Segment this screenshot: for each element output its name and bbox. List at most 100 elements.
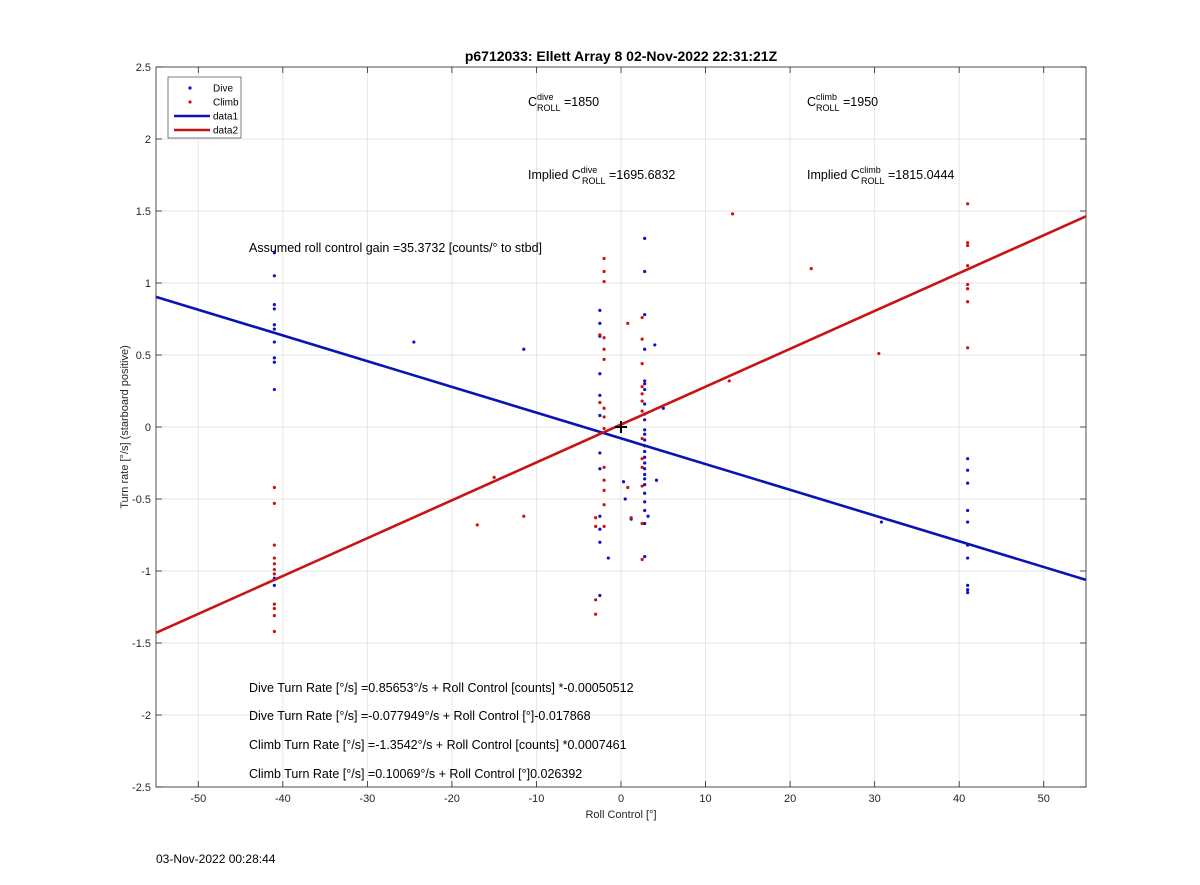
point-dive xyxy=(272,323,276,327)
point-dive xyxy=(643,387,647,392)
x-tick-label: -30 xyxy=(359,793,375,805)
point-climb xyxy=(966,202,970,206)
point-dive xyxy=(643,483,647,487)
point-climb xyxy=(640,409,644,413)
point-climb xyxy=(640,315,644,320)
point-dive xyxy=(272,387,276,392)
y-tick-label: -2 xyxy=(141,710,151,722)
point-climb xyxy=(594,524,598,528)
point-climb xyxy=(966,241,970,245)
point-climb xyxy=(272,501,276,505)
point-dive xyxy=(643,508,647,513)
legend-marker-dive xyxy=(188,86,192,90)
point-dive xyxy=(621,480,626,484)
point-climb xyxy=(602,415,606,419)
legend: Dive Climb data1 data2 xyxy=(167,76,242,139)
point-climb xyxy=(602,465,606,469)
x-tick-label: 20 xyxy=(784,793,796,805)
legend-marker-climb xyxy=(188,100,192,104)
origin-marker xyxy=(615,421,627,433)
point-climb xyxy=(522,514,526,518)
y-tick-label: -2.5 xyxy=(132,782,151,794)
annotation-fit-dive-degrees: Dive Turn Rate [°/s] =-0.077949°/s + Rol… xyxy=(249,709,591,723)
point-dive xyxy=(643,428,647,432)
x-tick-label: 50 xyxy=(1038,793,1050,805)
point-climb xyxy=(594,598,598,602)
point-climb xyxy=(272,572,276,576)
point-climb xyxy=(602,503,606,507)
point-dive xyxy=(643,379,647,383)
point-dive xyxy=(598,527,602,531)
point-climb xyxy=(966,287,970,291)
point-dive xyxy=(272,583,276,588)
y-tick-label: 0 xyxy=(145,422,151,434)
point-dive xyxy=(643,449,647,454)
point-dive xyxy=(272,307,276,311)
legend-label-dive: Dive xyxy=(213,84,233,95)
point-climb xyxy=(640,465,644,469)
point-dive xyxy=(606,556,610,560)
point-climb xyxy=(602,279,606,284)
point-climb xyxy=(966,346,970,350)
c-dive-base: C xyxy=(528,95,537,109)
point-climb xyxy=(272,606,276,611)
point-climb xyxy=(272,485,276,490)
c-dive-value: =1850 xyxy=(561,95,600,109)
point-dive xyxy=(598,593,602,598)
x-tick-label: 10 xyxy=(699,793,711,805)
point-dive xyxy=(661,406,665,410)
point-dive xyxy=(966,588,970,592)
point-climb xyxy=(602,488,606,492)
point-dive xyxy=(643,500,647,504)
point-climb xyxy=(731,212,735,216)
point-dive xyxy=(966,457,970,461)
point-climb xyxy=(602,426,606,431)
point-dive xyxy=(966,520,970,524)
point-dive xyxy=(643,438,647,442)
y-tick-label: 1.5 xyxy=(136,206,151,218)
point-climb xyxy=(727,379,731,383)
c-climb-base: C xyxy=(807,95,816,109)
legend-label-data1: data1 xyxy=(213,112,238,123)
legend-label-data2: data2 xyxy=(213,126,238,137)
point-climb xyxy=(598,333,602,337)
series-climb-points xyxy=(272,202,970,634)
point-dive xyxy=(654,478,659,482)
c-climb-sup: climb xyxy=(816,92,837,102)
point-climb xyxy=(272,567,276,572)
implied-dive-value: =1695.6832 xyxy=(606,168,676,182)
point-climb xyxy=(640,362,644,366)
x-tick-label: -10 xyxy=(529,793,545,805)
c-climb-sub: ROLL xyxy=(816,103,840,113)
y-axis-ticks: -2.5 -2 -1.5 -1 -0.5 0 0.5 1 1.5 2 2.5 xyxy=(132,62,1086,794)
x-tick-label: -20 xyxy=(444,793,460,805)
point-dive xyxy=(272,327,276,331)
annotation-gain: Assumed roll control gain =35.3732 [coun… xyxy=(249,241,542,255)
point-dive xyxy=(643,418,647,422)
implied-climb-sup: climb xyxy=(860,165,881,175)
point-dive xyxy=(598,308,602,312)
point-climb xyxy=(594,612,598,616)
point-climb xyxy=(640,457,644,461)
y-axis-label: Turn rate [°/s] (starboard positive) xyxy=(119,345,131,509)
point-climb xyxy=(629,516,633,520)
series-dive-points xyxy=(272,236,970,598)
y-tick-label: 2 xyxy=(145,134,151,146)
point-dive xyxy=(412,340,416,344)
point-dive xyxy=(272,360,276,364)
point-dive xyxy=(643,382,647,386)
point-dive xyxy=(879,520,884,524)
point-climb xyxy=(640,484,644,488)
fit-line-data1 xyxy=(155,295,1087,582)
x-axis-ticks: -50 -40 -30 -20 -10 0 10 20 30 40 50 xyxy=(190,67,1050,805)
chart-title: p6712033: Ellett Array 8 02-Nov-2022 22:… xyxy=(465,48,778,64)
x-tick-label: -40 xyxy=(275,793,291,805)
point-climb xyxy=(602,347,606,351)
implied-dive-sup: dive xyxy=(581,165,598,175)
point-dive xyxy=(643,555,647,559)
point-dive xyxy=(643,472,647,477)
y-tick-label: -0.5 xyxy=(132,494,151,506)
legend-label-climb: Climb xyxy=(213,98,239,109)
